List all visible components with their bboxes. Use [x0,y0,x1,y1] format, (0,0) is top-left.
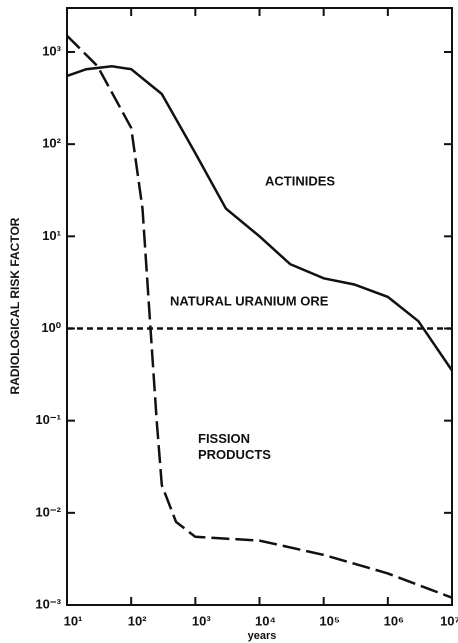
x-tick-label: 10² [128,613,147,628]
series-label: ACTINIDES [265,173,335,188]
y-tick-label: 10² [42,136,61,151]
y-tick-label: 10³ [42,43,61,58]
series-line [66,65,454,372]
series-label: FISSION PRODUCTS [198,431,271,462]
y-axis-label: RADIOLOGICAL RISK FACTOR [8,217,22,394]
y-tick-label: 10⁻¹ [35,412,61,427]
series-label: NATURAL URANIUM ORE [170,293,329,308]
x-tick-label: 10⁵ [319,613,340,628]
x-tick-label: 10⁴ [255,613,276,628]
y-tick-label: 10¹ [42,228,61,243]
y-tick-label: 10⁻³ [35,596,61,611]
x-tick-label: 10⁷ [440,613,458,628]
x-axis-label: years [248,630,277,642]
y-tick-label: 10⁰ [41,320,61,335]
y-tick-label: 10⁻² [35,504,61,519]
series-line [66,34,453,599]
x-tick-label: 10³ [192,613,211,628]
x-tick-label: 10¹ [64,613,83,628]
x-tick-label: 10⁶ [384,613,404,628]
